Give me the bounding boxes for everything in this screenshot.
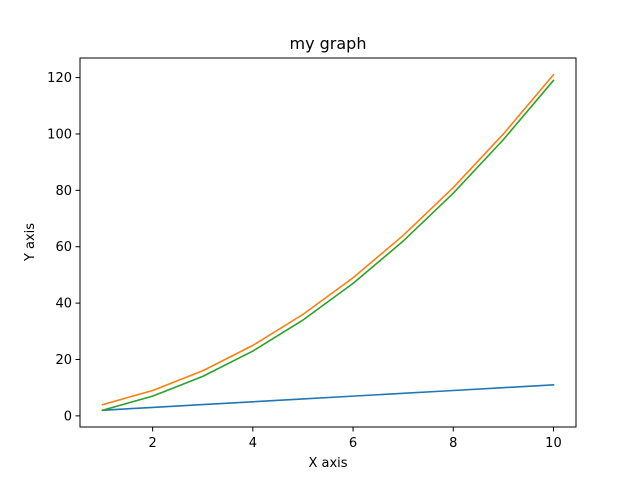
x-tick-label: 8	[449, 436, 457, 451]
x-tick-label: 2	[149, 436, 157, 451]
y-tick-label: 80	[55, 184, 72, 199]
x-axis-label: X axis	[308, 456, 347, 471]
y-tick-label: 40	[55, 297, 72, 312]
x-tick-label: 10	[545, 436, 562, 451]
series-line-3	[101, 79, 555, 412]
y-axis-ticks: 0 20 40 60 80 100 120	[47, 71, 80, 424]
x-axis-ticks: 2 4 6 8 10	[149, 427, 562, 451]
y-tick-label: 0	[64, 409, 72, 424]
x-tick-label: 4	[249, 436, 257, 451]
x-tick-label: 6	[349, 436, 357, 451]
y-axis-label: Y axis	[23, 223, 38, 262]
y-tick-label: 60	[55, 240, 72, 255]
y-tick-label: 20	[55, 353, 72, 368]
plot-frame	[79, 57, 577, 428]
y-tick-label: 100	[47, 127, 72, 142]
y-tick-label: 120	[47, 71, 72, 86]
chart-title: my graph	[290, 34, 367, 53]
series-layer	[101, 73, 555, 412]
series-line-2	[101, 73, 555, 406]
series-line-1	[101, 384, 555, 412]
